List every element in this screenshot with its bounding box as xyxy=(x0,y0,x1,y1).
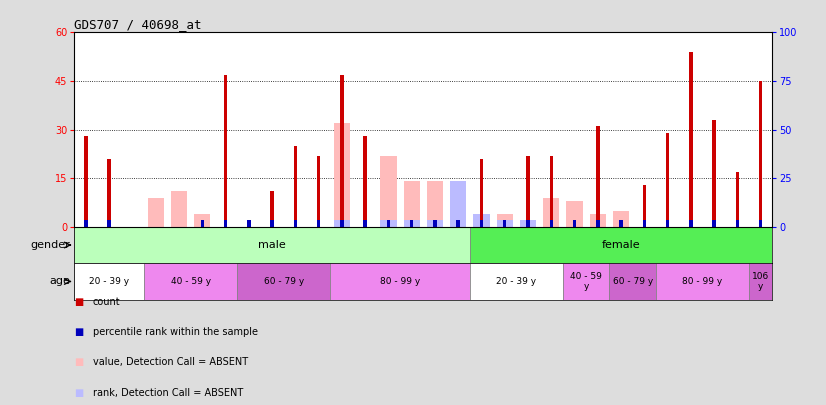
Bar xyxy=(410,220,414,227)
Text: gender: gender xyxy=(31,240,70,250)
Bar xyxy=(330,263,470,300)
Bar xyxy=(689,220,693,227)
Text: 20 - 39 y: 20 - 39 y xyxy=(89,277,130,286)
Bar xyxy=(643,220,646,227)
Bar xyxy=(224,220,227,227)
Bar xyxy=(201,220,204,227)
Bar xyxy=(473,214,490,227)
Bar xyxy=(107,159,111,227)
Text: GDS707 / 40698_at: GDS707 / 40698_at xyxy=(74,18,202,31)
Bar xyxy=(84,220,88,227)
Bar xyxy=(503,220,506,227)
Bar xyxy=(567,201,582,227)
Bar xyxy=(334,220,350,227)
Bar xyxy=(572,220,577,227)
Bar xyxy=(712,120,716,227)
Text: age: age xyxy=(50,277,70,286)
Bar xyxy=(759,220,762,227)
Text: ■: ■ xyxy=(74,358,83,367)
Bar xyxy=(666,220,669,227)
Bar xyxy=(590,214,606,227)
Bar xyxy=(74,227,470,263)
Bar xyxy=(224,75,227,227)
Bar xyxy=(496,220,513,227)
Bar xyxy=(340,75,344,227)
Text: 40 - 59 y: 40 - 59 y xyxy=(171,277,211,286)
Bar xyxy=(480,220,483,227)
Bar xyxy=(496,214,513,227)
Bar xyxy=(480,159,483,227)
Bar xyxy=(563,263,610,300)
Text: value, Detection Call = ABSENT: value, Detection Call = ABSENT xyxy=(93,358,248,367)
Bar xyxy=(340,220,344,227)
Bar xyxy=(387,220,390,227)
Text: 40 - 59
y: 40 - 59 y xyxy=(570,272,602,291)
Bar xyxy=(317,220,320,227)
Bar xyxy=(526,156,529,227)
Bar xyxy=(380,220,396,227)
Text: rank, Detection Call = ABSENT: rank, Detection Call = ABSENT xyxy=(93,388,243,398)
Text: ■: ■ xyxy=(74,327,83,337)
Bar xyxy=(656,263,749,300)
Bar xyxy=(549,220,553,227)
Bar xyxy=(736,220,739,227)
Bar xyxy=(613,211,629,227)
Bar xyxy=(596,126,600,227)
Text: 20 - 39 y: 20 - 39 y xyxy=(496,277,536,286)
Bar xyxy=(107,220,111,227)
Text: 80 - 99 y: 80 - 99 y xyxy=(682,277,723,286)
Bar xyxy=(194,214,211,227)
Bar xyxy=(470,227,772,263)
Bar xyxy=(334,123,350,227)
Bar xyxy=(610,263,656,300)
Bar xyxy=(450,181,467,227)
Bar xyxy=(749,263,772,300)
Bar xyxy=(293,220,297,227)
Bar xyxy=(237,263,330,300)
Bar xyxy=(549,156,553,227)
Bar xyxy=(689,52,693,227)
Text: ■: ■ xyxy=(74,388,83,398)
Bar xyxy=(427,181,443,227)
Bar xyxy=(74,263,145,300)
Bar xyxy=(145,263,237,300)
Bar xyxy=(470,263,563,300)
Bar xyxy=(404,220,420,227)
Bar xyxy=(736,172,739,227)
Bar xyxy=(666,133,669,227)
Text: 106
y: 106 y xyxy=(752,272,769,291)
Bar xyxy=(457,220,460,227)
Bar xyxy=(148,198,164,227)
Bar xyxy=(317,156,320,227)
Bar xyxy=(520,220,536,227)
Text: ■: ■ xyxy=(74,297,83,307)
Text: female: female xyxy=(602,240,640,250)
Bar xyxy=(380,156,396,227)
Bar xyxy=(712,220,716,227)
Text: male: male xyxy=(259,240,286,250)
Bar xyxy=(427,220,443,227)
Bar xyxy=(270,191,274,227)
Bar xyxy=(247,220,250,227)
Bar xyxy=(363,136,367,227)
Bar xyxy=(270,220,274,227)
Bar xyxy=(433,220,437,227)
Bar xyxy=(596,220,600,227)
Bar xyxy=(404,181,420,227)
Text: percentile rank within the sample: percentile rank within the sample xyxy=(93,327,258,337)
Text: count: count xyxy=(93,297,120,307)
Bar xyxy=(84,136,88,227)
Bar xyxy=(620,220,623,227)
Text: 60 - 79 y: 60 - 79 y xyxy=(263,277,304,286)
Bar xyxy=(293,146,297,227)
Bar xyxy=(643,185,646,227)
Bar xyxy=(544,198,559,227)
Text: 60 - 79 y: 60 - 79 y xyxy=(613,277,653,286)
Bar xyxy=(171,191,188,227)
Bar xyxy=(363,220,367,227)
Text: 80 - 99 y: 80 - 99 y xyxy=(380,277,420,286)
Bar xyxy=(526,220,529,227)
Bar xyxy=(759,81,762,227)
